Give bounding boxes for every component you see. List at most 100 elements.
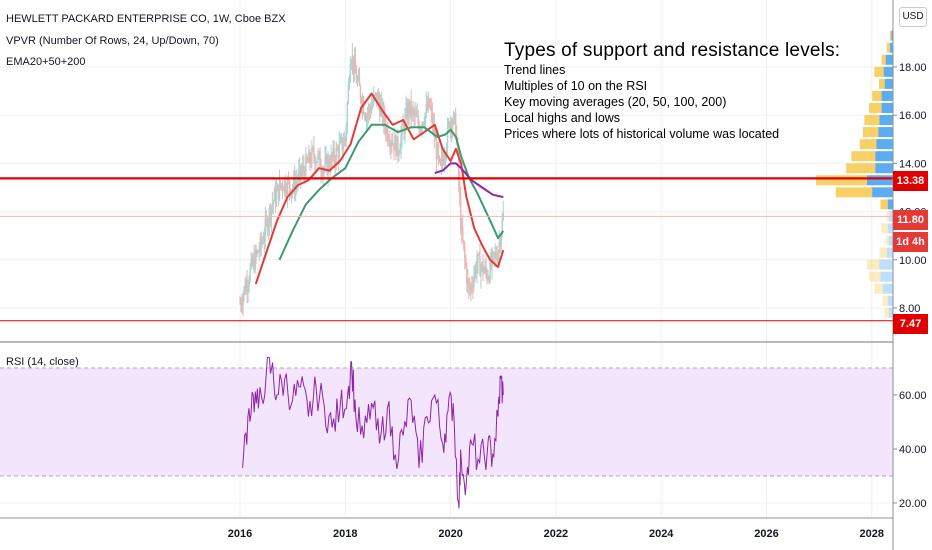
candle-body	[346, 103, 349, 127]
candle-body	[499, 242, 501, 247]
price-tick-label: 16.00	[899, 110, 927, 122]
volume-profile-up-bar	[883, 66, 893, 77]
candle-body	[420, 127, 422, 129]
candle-body	[491, 253, 493, 267]
volume-profile-up-bar	[886, 247, 893, 258]
candle-body	[352, 55, 355, 72]
volume-profile-up-bar	[875, 163, 893, 174]
volume-profile-up-bar	[889, 42, 893, 53]
candle-body	[400, 135, 402, 150]
candle-body	[268, 207, 271, 224]
candle-body	[411, 108, 413, 117]
candle-body	[428, 98, 431, 107]
candle-body	[431, 110, 434, 127]
candle-body	[371, 103, 374, 107]
candle-body	[325, 156, 327, 159]
candle-body	[269, 207, 272, 220]
candle-body	[328, 158, 330, 168]
candle-body	[453, 112, 456, 114]
candle-body	[440, 158, 443, 165]
candle-body	[378, 93, 380, 103]
candle-body	[351, 55, 354, 64]
candle-body	[296, 181, 298, 183]
candle-body	[369, 110, 372, 113]
candle-body	[327, 158, 329, 174]
candle-body	[260, 237, 262, 245]
candle-body	[329, 167, 331, 169]
candle-body	[292, 177, 295, 189]
candle-body	[259, 237, 261, 252]
time-tick-label: 2018	[333, 528, 357, 540]
candle-body	[286, 180, 289, 196]
candle-body	[285, 192, 288, 196]
candle-body	[348, 81, 351, 85]
candle-body	[476, 262, 478, 274]
candle-body	[321, 171, 323, 176]
volume-profile-up-bar	[887, 295, 893, 306]
candle-body	[441, 158, 444, 161]
candle-body	[305, 155, 307, 178]
candle-body	[341, 137, 343, 150]
volume-profile-up-bar	[888, 235, 893, 246]
candle-body	[347, 84, 350, 104]
candle-body	[445, 147, 448, 156]
rsi-indicator-label[interactable]: RSI (14, close)	[6, 356, 79, 368]
candle-body	[408, 103, 410, 115]
volume-profile-down-bar	[884, 307, 889, 318]
candle-body	[355, 73, 358, 83]
candle-body	[407, 103, 409, 121]
annotation-item: Trend lines	[504, 63, 566, 77]
candle-body	[482, 262, 484, 274]
volume-profile-down-bar	[846, 163, 876, 174]
candle-body	[366, 113, 369, 117]
candle-body	[334, 160, 336, 164]
volume-profile-up-bar	[878, 127, 893, 138]
candle-body	[242, 295, 244, 306]
currency-button[interactable]: USD	[899, 7, 927, 27]
vpvr-indicator-label[interactable]: VPVR (Number Of Rows, 24, Up/Down, 70)	[6, 35, 219, 47]
candle-body	[266, 219, 269, 232]
candle-body	[460, 196, 462, 232]
volume-profile-up-bar	[882, 283, 893, 294]
volume-profile-down-bar	[835, 187, 873, 198]
candle-body	[254, 250, 256, 271]
volume-profile-down-bar	[889, 30, 892, 41]
candle-body	[280, 184, 283, 187]
candle-body	[258, 251, 260, 253]
candle-body	[415, 113, 417, 117]
candle-body	[272, 201, 275, 204]
candle-body	[448, 122, 451, 132]
candle-body	[337, 149, 339, 159]
volume-profile-up-bar	[884, 78, 893, 89]
candle-body	[339, 139, 341, 144]
candle-body	[364, 116, 367, 121]
candle-body	[478, 254, 480, 256]
candle-body	[473, 276, 475, 287]
candle-body	[301, 171, 303, 176]
candle-body	[331, 154, 333, 158]
candle-body	[492, 252, 494, 254]
candle-body	[262, 241, 264, 243]
candle-body	[490, 258, 492, 267]
candle-body	[447, 122, 450, 125]
candle-body	[333, 148, 335, 161]
candle-body	[396, 136, 398, 157]
volume-profile-down-bar	[882, 295, 888, 306]
candle-body	[472, 286, 474, 288]
candle-body	[397, 136, 399, 155]
annotation-item: Local highs and lows	[504, 111, 621, 125]
candle-body	[398, 153, 400, 155]
candle-body	[471, 284, 473, 287]
candle-body	[299, 165, 301, 172]
candle-body	[410, 100, 412, 117]
resistance-price-tag: 13.38	[893, 171, 928, 191]
volume-profile-up-bar	[881, 90, 893, 101]
candle-body	[463, 239, 465, 247]
candle-body	[342, 145, 344, 150]
candle-body	[423, 123, 425, 125]
candle-body	[326, 156, 328, 174]
candle-body	[375, 92, 378, 101]
ema-indicator-label[interactable]: EMA20+50+200	[6, 56, 86, 68]
candle-body	[253, 257, 255, 271]
